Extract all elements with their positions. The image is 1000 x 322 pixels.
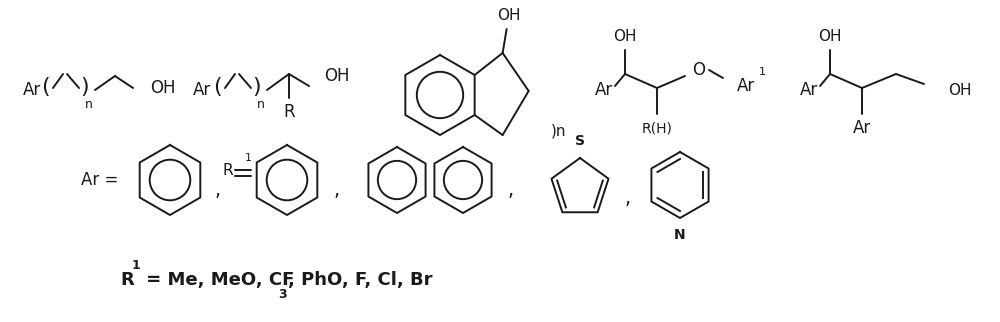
Text: Ar: Ar bbox=[853, 119, 871, 137]
Text: (: ( bbox=[41, 77, 49, 97]
Text: OH: OH bbox=[818, 29, 842, 43]
Text: O: O bbox=[692, 61, 706, 79]
Text: 1: 1 bbox=[132, 259, 141, 272]
Text: )n: )n bbox=[551, 124, 566, 138]
Text: ,: , bbox=[334, 181, 340, 200]
Text: ,: , bbox=[508, 181, 514, 200]
Text: 3: 3 bbox=[278, 288, 287, 301]
Text: OH: OH bbox=[497, 7, 520, 23]
Text: OH: OH bbox=[324, 67, 350, 85]
Text: ): ) bbox=[81, 77, 89, 97]
Text: S: S bbox=[575, 134, 585, 148]
Text: R(H): R(H) bbox=[642, 121, 672, 135]
Text: = Me, MeO, CF: = Me, MeO, CF bbox=[140, 271, 294, 289]
Text: ,: , bbox=[625, 188, 631, 207]
Text: OH: OH bbox=[948, 82, 972, 98]
Text: ,: , bbox=[215, 181, 221, 200]
Text: N: N bbox=[674, 228, 686, 242]
Text: n: n bbox=[85, 98, 93, 110]
Text: , PhO, F, Cl, Br: , PhO, F, Cl, Br bbox=[288, 271, 432, 289]
Text: R: R bbox=[283, 103, 295, 121]
Text: Ar =: Ar = bbox=[81, 171, 118, 189]
Text: Ar: Ar bbox=[800, 81, 818, 99]
Text: ): ) bbox=[253, 77, 261, 97]
Text: OH: OH bbox=[613, 29, 637, 43]
Text: Ar: Ar bbox=[737, 77, 755, 95]
Text: 1: 1 bbox=[245, 153, 252, 163]
Text: Ar: Ar bbox=[193, 81, 211, 99]
Text: (: ( bbox=[213, 77, 221, 97]
Text: OH: OH bbox=[150, 79, 176, 97]
Text: Ar: Ar bbox=[23, 81, 41, 99]
Text: R: R bbox=[222, 163, 233, 177]
Text: Ar: Ar bbox=[595, 81, 613, 99]
Text: 1: 1 bbox=[759, 67, 766, 77]
Text: n: n bbox=[257, 98, 265, 110]
Text: R: R bbox=[120, 271, 134, 289]
